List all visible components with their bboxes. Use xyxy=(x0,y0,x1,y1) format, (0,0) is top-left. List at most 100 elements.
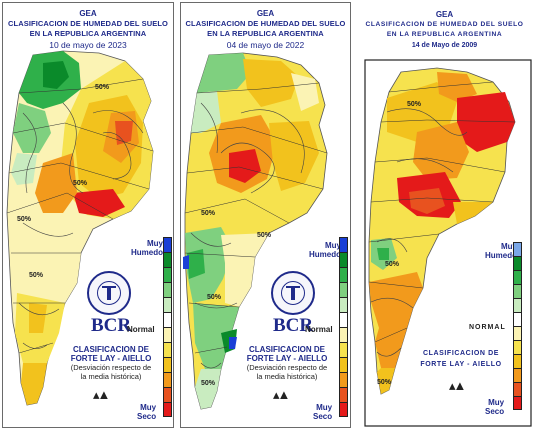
header-date: 14 de Mayo de 2009 xyxy=(411,42,478,49)
header-org: GEA xyxy=(435,10,454,19)
header-subtitle: EN LA REPUBLICA ARGENTINA xyxy=(29,29,147,38)
legend-swatch xyxy=(339,372,348,387)
legend-swatch xyxy=(339,297,348,312)
map-panel-2009: GEA CLASIFICACION DE HUMEDAD DEL SUELO E… xyxy=(357,2,532,428)
argentina-map-2022 xyxy=(183,52,328,410)
header-subtitle: EN LA REPUBLICA ARGENTINA xyxy=(386,31,503,38)
header-title: CLASIFICACION DE HUMEDAD DEL SUELO xyxy=(185,19,346,28)
legend-dry-word-2: Seco xyxy=(137,412,157,421)
legend-normal-label: Normal xyxy=(127,325,155,334)
legend-dry-word-2: Seco xyxy=(313,412,333,421)
legend-wet-label: Muy Humedo xyxy=(309,241,341,259)
legend-swatch xyxy=(339,387,348,402)
panel-header: GEA CLASIFICACION DE HUMEDAD DEL SUELO E… xyxy=(3,9,173,50)
panel-header: GEA CLASIFICACION DE HUMEDAD DEL SUELO E… xyxy=(357,10,532,51)
legend-swatch xyxy=(339,237,348,252)
legend-swatch xyxy=(513,368,522,382)
header-date: 10 de mayo de 2023 xyxy=(49,40,127,50)
legend-wet-word-2: Humedo xyxy=(485,251,517,260)
classification-note: CLASIFICACION DE FORTE LAY - AIELLO xyxy=(413,348,509,370)
islands-glyph: ▴▲ xyxy=(273,387,290,402)
legend-swatch xyxy=(163,267,172,282)
legend-swatch xyxy=(513,396,522,410)
classification-line: FORTE LAY - AIELLO xyxy=(246,354,328,363)
classification-line: la media histórica) xyxy=(256,372,318,381)
header-org: GEA xyxy=(79,9,97,18)
classification-line: CLASIFICACION DE xyxy=(422,350,500,357)
color-legend xyxy=(339,237,348,417)
classification-note: CLASIFICACION DE FORTE LAY - AIELLO (Des… xyxy=(237,345,337,381)
contour-label: 50% xyxy=(73,180,88,187)
classification-line: CLASIFICACION DE xyxy=(249,345,325,354)
color-legend xyxy=(513,242,522,410)
legend-swatch xyxy=(339,327,348,342)
contour-label: 50% xyxy=(201,210,216,217)
legend-swatch xyxy=(163,342,172,357)
bcr-seal-logo xyxy=(271,271,315,315)
legend-dry-word-1: Muy xyxy=(488,398,505,407)
legend-swatch xyxy=(163,372,172,387)
legend-wet-label: Muy Humedo xyxy=(485,242,517,260)
legend-swatch xyxy=(163,252,172,267)
legend-swatch xyxy=(513,256,522,270)
contour-label: 50% xyxy=(201,380,216,387)
legend-dry-word-1: Muy xyxy=(140,403,157,412)
legend-swatch xyxy=(513,298,522,312)
legend-swatch xyxy=(339,267,348,282)
legend-swatch xyxy=(339,312,348,327)
legend-normal-label: NORMAL xyxy=(469,324,506,331)
header-date: 04 de mayo de 2022 xyxy=(226,40,305,50)
contour-label: 50% xyxy=(17,216,32,223)
header-subtitle: EN LA REPUBLICA ARGENTINA xyxy=(207,29,324,38)
argentina-map-2009 xyxy=(364,59,532,427)
legend-swatch xyxy=(513,242,522,256)
classification-line: (Desviación respecto de xyxy=(70,363,152,372)
legend-swatch xyxy=(339,357,348,372)
classification-note: CLASIFICACION DE FORTE LAY - AIELLO (Des… xyxy=(63,345,159,381)
contour-label: 50% xyxy=(29,272,44,279)
legend-swatch xyxy=(163,402,172,417)
legend-swatch xyxy=(163,237,172,252)
contour-label: 50% xyxy=(257,232,272,239)
classification-line: FORTE LAY - AIELLO xyxy=(420,361,502,368)
color-legend xyxy=(163,237,172,417)
panel-header: GEA CLASIFICACION DE HUMEDAD DEL SUELO E… xyxy=(181,9,350,50)
legend-dry-label: Muy Seco xyxy=(485,398,504,416)
legend-swatch xyxy=(513,284,522,298)
legend-swatch xyxy=(513,270,522,284)
bcr-logo-text: BCR xyxy=(273,315,314,336)
header-title: CLASIFICACION DE HUMEDAD DEL SUELO xyxy=(8,19,168,28)
classification-line: CLASIFICACION DE xyxy=(73,345,149,354)
legend-dry-label: Muy Seco xyxy=(137,403,156,421)
legend-dry-word-2: Seco xyxy=(485,407,505,416)
legend-swatch xyxy=(163,387,172,402)
legend-wet-word-2: Humedo xyxy=(309,250,341,259)
legend-swatch xyxy=(163,282,172,297)
islands-glyph: ▴▲ xyxy=(93,387,110,402)
legend-swatch xyxy=(339,342,348,357)
legend-swatch xyxy=(163,312,172,327)
islands-glyph: ▴▲ xyxy=(449,378,466,393)
legend-dry-word-1: Muy xyxy=(316,403,333,412)
legend-swatch xyxy=(513,382,522,396)
legend-wet-word-1: Muy xyxy=(501,242,517,251)
argentina-map-2023 xyxy=(6,50,154,406)
legend-normal-label: Normal xyxy=(305,325,333,334)
header-title: CLASIFICACION DE HUMEDAD DEL SUELO xyxy=(365,21,524,28)
legend-swatch xyxy=(513,354,522,368)
contour-label: 50% xyxy=(407,101,422,108)
header-org: GEA xyxy=(256,9,275,18)
contour-label: 50% xyxy=(207,294,222,301)
legend-swatch xyxy=(513,340,522,354)
legend-swatch xyxy=(339,252,348,267)
legend-swatch xyxy=(339,402,348,417)
bcr-logo-text: BCR xyxy=(91,315,132,336)
classification-line: la media histórica) xyxy=(80,372,142,381)
legend-wet-word-1: Muy xyxy=(147,239,163,248)
legend-wet-label: Muy Humedo xyxy=(131,239,163,257)
contour-label: 50% xyxy=(385,261,400,268)
legend-swatch xyxy=(339,282,348,297)
contour-label: 50% xyxy=(377,379,392,386)
map-panel-2022: GEA CLASIFICACION DE HUMEDAD DEL SUELO E… xyxy=(180,2,351,428)
legend-dry-label: Muy Seco xyxy=(313,403,332,421)
